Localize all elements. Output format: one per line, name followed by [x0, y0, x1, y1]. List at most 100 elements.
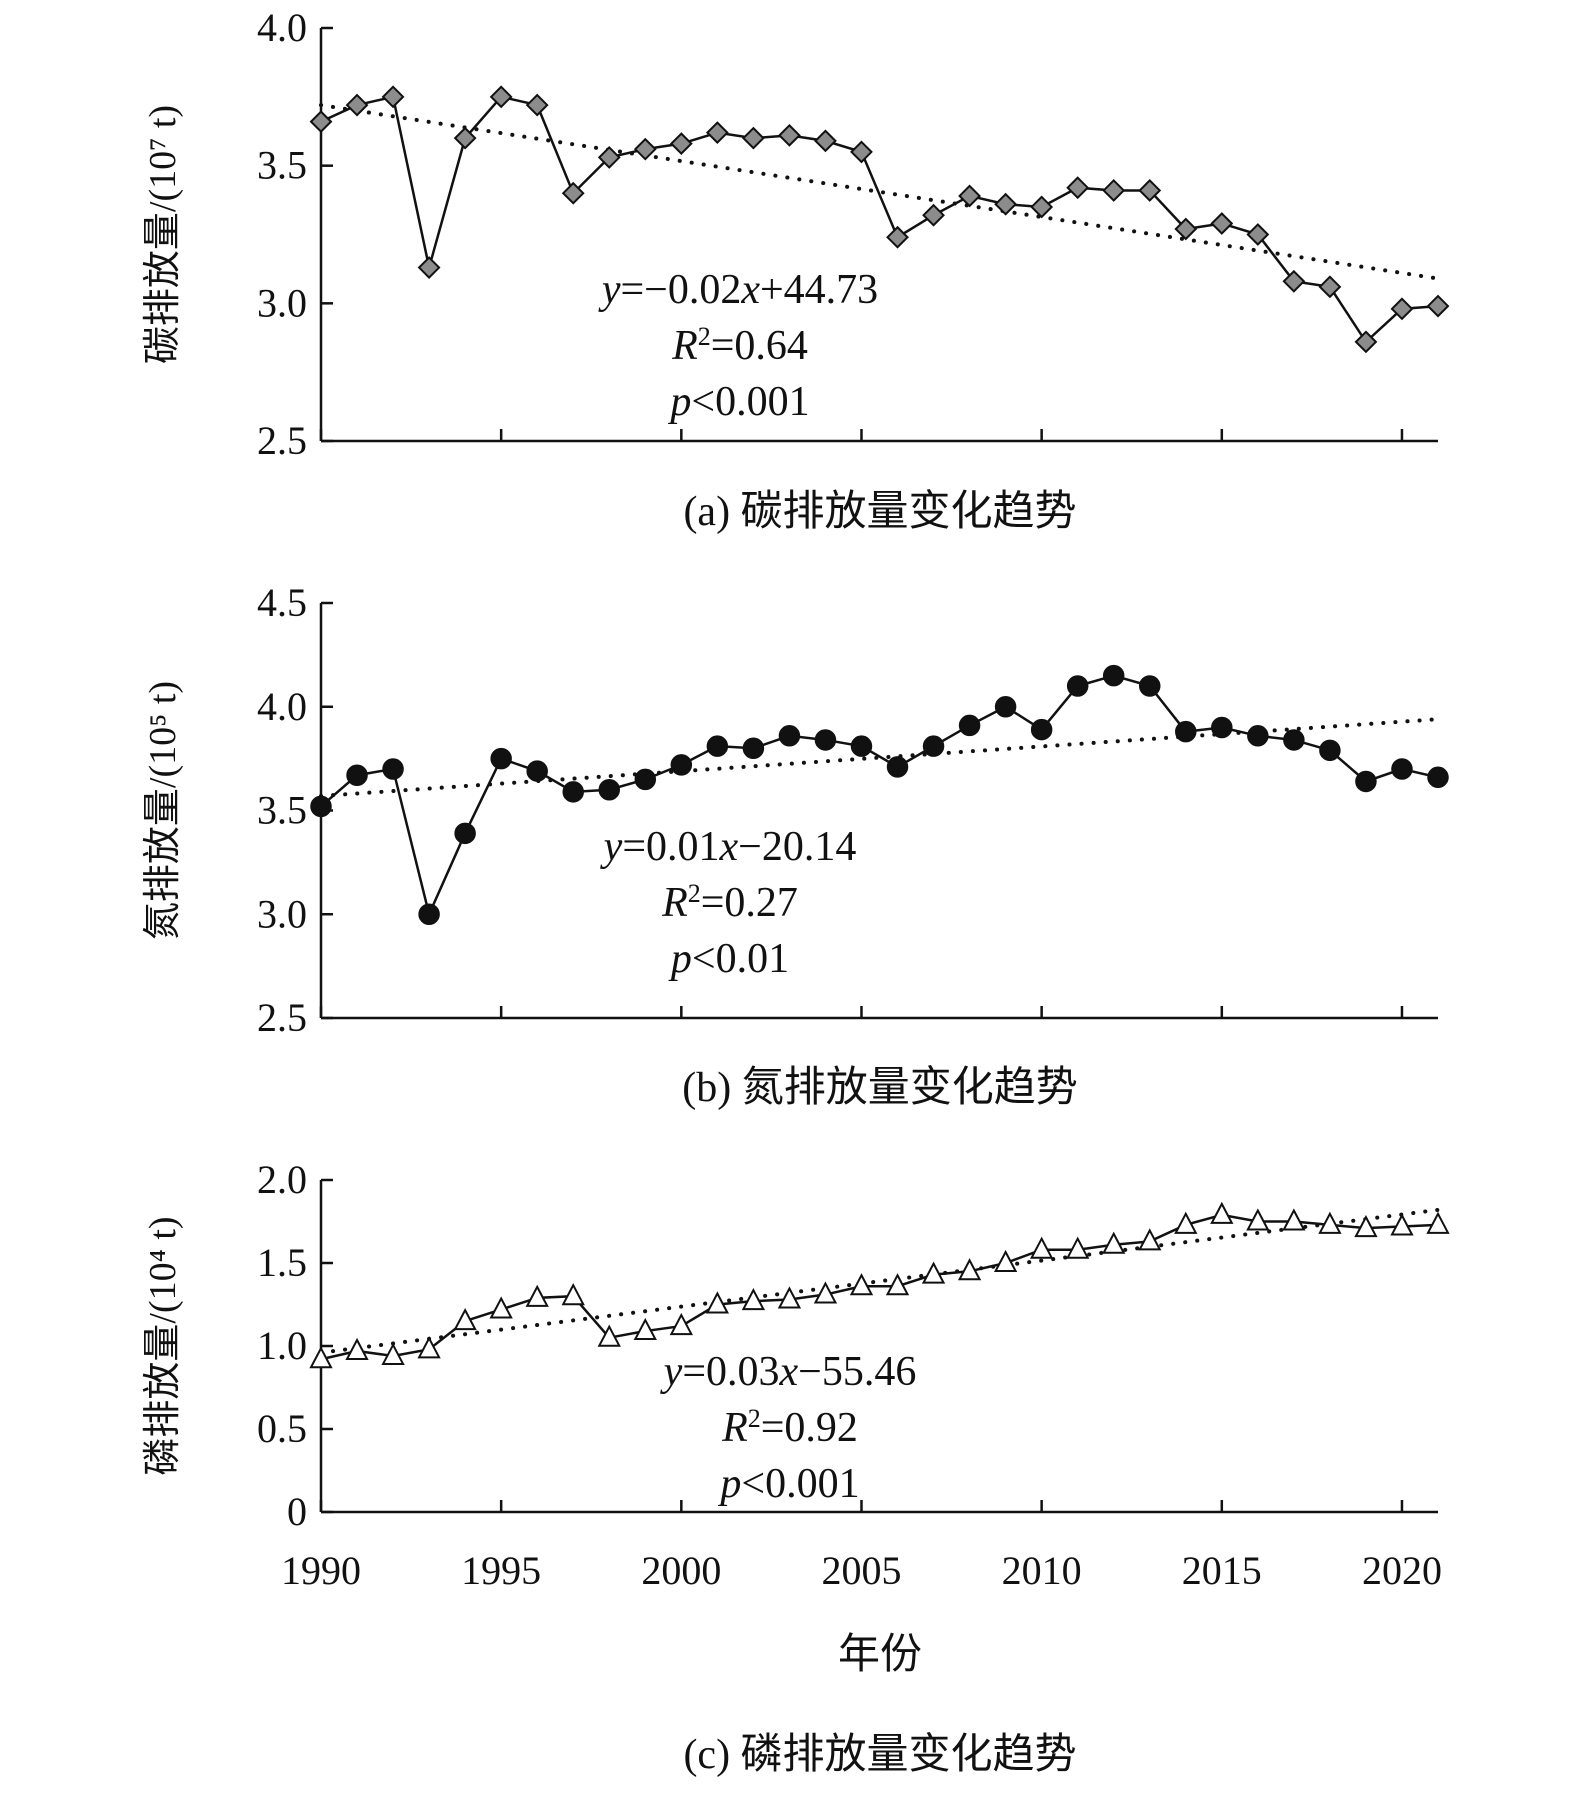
regression-equation: y=0.01x−20.14 — [600, 824, 857, 870]
data-point-2019 — [1355, 770, 1377, 793]
data-point-2000 — [669, 132, 693, 156]
data-point-1999 — [633, 137, 657, 161]
data-point-2007 — [921, 1261, 946, 1284]
y-tick-label: 2.5 — [257, 995, 307, 1040]
x-tick-label: 2005 — [821, 1548, 901, 1593]
trend-line — [319, 103, 1440, 281]
data-point-1994 — [454, 822, 476, 845]
y-tick-label: 3.5 — [257, 143, 307, 188]
r-squared-label: R2=0.27 — [661, 879, 798, 927]
data-point-2002 — [742, 737, 765, 759]
r-squared-label: R2=0.92 — [721, 1404, 858, 1452]
data-point-1993 — [418, 903, 440, 925]
data-point-1996 — [525, 1284, 549, 1307]
data-point-2017 — [1282, 269, 1306, 293]
data-point-2011 — [1066, 1236, 1090, 1259]
data-point-2011 — [1066, 176, 1090, 200]
x-tick-label: 1990 — [281, 1548, 361, 1593]
y-axis-title: 碳排放量/(10⁷ t) — [142, 105, 184, 364]
y-tick-label: 0 — [287, 1489, 307, 1534]
data-point-2013 — [1138, 179, 1162, 202]
data-point-2017 — [1283, 729, 1305, 751]
data-point-2005 — [850, 140, 873, 164]
data-point-2006 — [885, 1273, 910, 1296]
y-axis-title: 磷排放量/(10⁴ t) — [142, 1216, 184, 1475]
series-line — [320, 95, 1439, 344]
p-value-label: p<0.01 — [668, 936, 789, 982]
data-point-2017 — [1282, 1208, 1306, 1231]
data-point-1991 — [345, 93, 369, 117]
data-point-2008 — [958, 714, 981, 737]
data-point-2018 — [1318, 1211, 1342, 1234]
data-point-1993 — [417, 1336, 441, 1359]
data-point-2021 — [1427, 766, 1449, 789]
data-point-1999 — [634, 768, 657, 791]
data-point-1992 — [382, 758, 404, 780]
data-point-2015 — [1210, 1201, 1234, 1224]
data-point-1990 — [309, 110, 333, 134]
data-point-1999 — [633, 1317, 657, 1341]
data-point-2010 — [1029, 1236, 1054, 1259]
data-point-2005 — [850, 735, 873, 757]
y-tick-label: 4.0 — [257, 684, 307, 729]
data-point-2016 — [1246, 223, 1270, 246]
data-point-1990 — [310, 795, 332, 818]
y-tick-label: 1.0 — [257, 1323, 307, 1368]
data-point-2001 — [705, 121, 729, 145]
panel-caption: (a) 碳排放量变化趋势 — [683, 488, 1076, 535]
data-point-2010 — [1030, 718, 1053, 741]
y-tick-label: 0.5 — [257, 1406, 307, 1451]
data-point-2009 — [993, 1249, 1018, 1272]
data-point-1996 — [526, 760, 548, 782]
data-point-1995 — [490, 747, 512, 770]
data-point-1998 — [597, 1324, 621, 1347]
data-point-2005 — [849, 1273, 874, 1296]
data-point-1991 — [346, 764, 368, 786]
data-point-2016 — [1247, 725, 1269, 747]
chart-panel-a: 4.0 3.5 3.0 2.5 碳排放量/(10⁷ t) y=−0.02x+44.73 R2… — [142, 5, 1450, 535]
panel-caption: (b) 氮排放量变化趋势 — [682, 1064, 1077, 1111]
data-point-1992 — [381, 1342, 405, 1365]
data-point-2008 — [957, 1258, 982, 1281]
data-point-2009 — [994, 696, 1017, 718]
data-point-2000 — [669, 1312, 693, 1336]
x-tick-label: 2020 — [1362, 1548, 1442, 1593]
y-tick-label: 3.0 — [257, 280, 307, 325]
x-tick-label: 2000 — [641, 1548, 721, 1593]
data-point-1998 — [598, 779, 621, 801]
chart-panel-b: 4.5 4.0 3.5 3.0 2.5 氮排放量/(10⁵ t) y=0.01x−20.14… — [142, 580, 1449, 1111]
data-point-2008 — [958, 184, 981, 208]
data-point-2015 — [1210, 212, 1234, 235]
data-point-2002 — [741, 126, 765, 150]
data-point-2020 — [1390, 1213, 1414, 1236]
data-point-2018 — [1319, 739, 1341, 762]
data-point-2016 — [1246, 1208, 1270, 1231]
data-point-1997 — [561, 1283, 585, 1306]
trend-line — [319, 1207, 1440, 1355]
data-point-2014 — [1175, 720, 1197, 743]
data-point-1991 — [345, 1337, 369, 1360]
data-point-2014 — [1174, 1211, 1198, 1234]
y-tick-label: 2.5 — [257, 418, 307, 463]
data-point-2001 — [706, 735, 729, 757]
data-point-2004 — [813, 1281, 838, 1304]
data-point-2021 — [1426, 294, 1450, 318]
p-value-label: p<0.001 — [667, 379, 809, 425]
data-point-2004 — [814, 129, 837, 153]
p-value-label: p<0.001 — [717, 1461, 859, 1507]
data-point-1994 — [453, 126, 477, 150]
data-point-2015 — [1211, 716, 1233, 739]
data-point-2021 — [1426, 1211, 1450, 1234]
data-point-2001 — [705, 1291, 730, 1314]
data-point-2012 — [1102, 1231, 1126, 1254]
data-point-2019 — [1354, 330, 1378, 354]
y-tick-label: 4.5 — [257, 580, 307, 625]
data-point-2014 — [1174, 217, 1198, 241]
data-point-1997 — [562, 781, 584, 803]
y-tick-label: 4.0 — [257, 5, 307, 50]
y-tick-label: 3.5 — [257, 788, 307, 833]
data-point-2013 — [1138, 1228, 1162, 1251]
data-point-2007 — [922, 203, 945, 227]
data-point-2018 — [1318, 275, 1342, 299]
